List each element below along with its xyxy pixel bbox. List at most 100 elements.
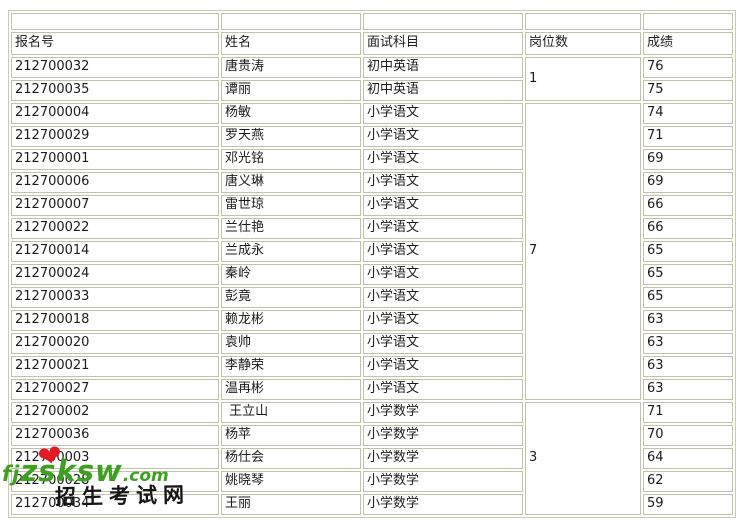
- cell-subject: 小学语文: [363, 103, 523, 124]
- cell-subject: 小学语文: [363, 356, 523, 377]
- cell-reg-no: 212700035: [11, 80, 219, 101]
- watermark-site-suffix: .com: [122, 466, 169, 486]
- heart-icon: ❤: [35, 437, 65, 475]
- empty-cell: [525, 13, 641, 30]
- cell-score: 65: [643, 264, 733, 285]
- cell-subject: 小学数学: [363, 448, 523, 469]
- empty-cell: [643, 13, 733, 30]
- cell-reg-no: 212700001: [11, 149, 219, 170]
- table-row: 212700029 罗天燕 小学语文 71: [11, 126, 733, 147]
- table-row: 212700006 唐义琳 小学语文 69: [11, 172, 733, 193]
- table-row: 212700024 秦岭 小学语文 65: [11, 264, 733, 285]
- cell-score: 62: [643, 471, 733, 492]
- cell-score: 63: [643, 310, 733, 331]
- cell-score: 65: [643, 241, 733, 262]
- cell-name: 邓光铭: [221, 149, 361, 170]
- empty-cell: [11, 13, 219, 30]
- table-row: 212700007 雷世琼 小学语文 66: [11, 195, 733, 216]
- table-row: 212700028 姚晓琴 小学数学 62: [11, 471, 733, 492]
- cell-score: 66: [643, 218, 733, 239]
- cell-name: 王丽: [221, 494, 361, 515]
- cell-reg-no: 212700004: [11, 103, 219, 124]
- cell-reg-no: 212700021: [11, 356, 219, 377]
- cell-positions: 3: [525, 402, 641, 515]
- cell-name: 袁帅: [221, 333, 361, 354]
- cell-reg-no: 212700028: [11, 471, 219, 492]
- cell-reg-no: 212700033: [11, 287, 219, 308]
- header-row: 报名号 姓名 面试科目 岗位数 成绩: [11, 32, 733, 55]
- cell-reg-no: 212700002: [11, 402, 219, 423]
- results-table: 报名号 姓名 面试科目 岗位数 成绩 212700032 唐贵涛 初中英语 1 76 21…: [8, 10, 736, 518]
- cell-reg-no: 212700003: [11, 448, 219, 469]
- watermark-site-text: fjzsksw.com: [2, 454, 169, 488]
- cell-score: 65: [643, 287, 733, 308]
- cell-reg-no: 212700018: [11, 310, 219, 331]
- watermark-site-main: zsksw: [20, 454, 123, 488]
- cell-subject: 小学语文: [363, 218, 523, 239]
- table-row: 212700027 温再彬 小学语文 63: [11, 379, 733, 400]
- cell-name: 唐义琳: [221, 172, 361, 193]
- cell-subject: 小学语文: [363, 195, 523, 216]
- cell-score: 63: [643, 379, 733, 400]
- cell-subject: 小学数学: [363, 425, 523, 446]
- table-row: 212700002 王立山 小学数学 3 71: [11, 402, 733, 515]
- cell-subject: 小学语文: [363, 149, 523, 170]
- cell-name: 赖龙彬: [221, 310, 361, 331]
- cell-reg-no: 212700027: [11, 379, 219, 400]
- cell-name: 李静荣: [221, 356, 361, 377]
- cell-subject: 小学语文: [363, 333, 523, 354]
- cell-reg-no: 212700007: [11, 195, 219, 216]
- cell-subject: 初中英语: [363, 80, 523, 101]
- cell-reg-no: 212700020: [11, 333, 219, 354]
- cell-reg-no: 212700032: [11, 57, 219, 78]
- cell-subject: 小学数学: [363, 494, 523, 515]
- cell-reg-no: 212700014: [11, 241, 219, 262]
- cell-score: 74: [643, 103, 733, 124]
- cell-reg-no: 212700036: [11, 425, 219, 446]
- cell-name: 雷世琼: [221, 195, 361, 216]
- cell-reg-no: 212700029: [11, 126, 219, 147]
- cell-reg-no: 212700024: [11, 264, 219, 285]
- cell-name: 杨苹: [221, 425, 361, 446]
- cell-name: 姚晓琴: [221, 471, 361, 492]
- cell-score: 63: [643, 333, 733, 354]
- header-reg-no: 报名号: [11, 32, 219, 55]
- cell-score: 64: [643, 448, 733, 469]
- empty-top-row: [11, 13, 733, 30]
- cell-name: 兰仕艳: [221, 218, 361, 239]
- cell-positions: 1: [525, 57, 641, 101]
- watermark-cn-text: 招生考试网: [54, 481, 191, 510]
- cell-score: 71: [643, 126, 733, 147]
- cell-reg-no: 212700006: [11, 172, 219, 193]
- cell-name: 王立山: [221, 402, 361, 423]
- table-row: 212700032 唐贵涛 初中英语 1 76: [11, 57, 733, 101]
- header-subject: 面试科目: [363, 32, 523, 55]
- header-score: 成绩: [643, 32, 733, 55]
- cell-name: 秦岭: [221, 264, 361, 285]
- empty-cell: [363, 13, 523, 30]
- cell-score: 70: [643, 425, 733, 446]
- cell-name: 杨敏: [221, 103, 361, 124]
- cell-subject: 小学语文: [363, 126, 523, 147]
- cell-subject: 小学数学: [363, 471, 523, 492]
- table-row: 212700020 袁帅 小学语文 63: [11, 333, 733, 354]
- cell-score: 66: [643, 195, 733, 216]
- cell-name: 兰成永: [221, 241, 361, 262]
- cell-reg-no: 212700022: [11, 218, 219, 239]
- cell-score: 71: [643, 402, 733, 423]
- cell-subject: 初中英语: [363, 57, 523, 78]
- cell-name: 杨仕会: [221, 448, 361, 469]
- cell-score: 63: [643, 356, 733, 377]
- cell-score: 69: [643, 172, 733, 193]
- table-row: 212700014 兰成永 小学语文 65: [11, 241, 733, 262]
- cell-subject: 小学语文: [363, 172, 523, 193]
- table-row: 212700033 彭竟 小学语文 65: [11, 287, 733, 308]
- cell-score: 59: [643, 494, 733, 515]
- cell-name: 温再彬: [221, 379, 361, 400]
- cell-subject: 小学数学: [363, 402, 523, 423]
- cell-subject: 小学语文: [363, 287, 523, 308]
- table-row: 212700001 邓光铭 小学语文 69: [11, 149, 733, 170]
- empty-cell: [221, 13, 361, 30]
- cell-subject: 小学语文: [363, 379, 523, 400]
- cell-subject: 小学语文: [363, 264, 523, 285]
